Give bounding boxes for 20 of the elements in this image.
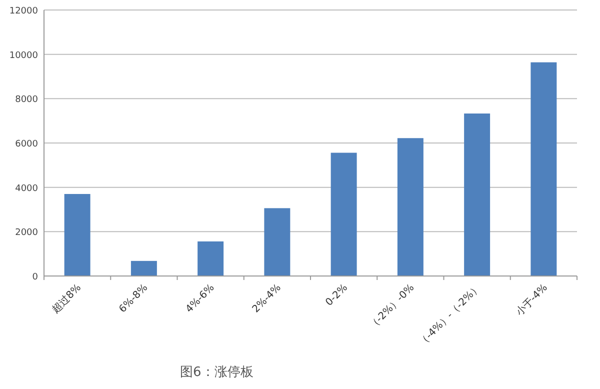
bar: [330, 152, 357, 276]
y-tick-label: 10000: [9, 50, 38, 61]
y-tick-label: 8000: [15, 95, 38, 106]
bar: [464, 114, 490, 276]
caption: 图6：涨停板: [180, 365, 254, 380]
bar: [198, 241, 224, 276]
x-tick-label: 小于-4%: [513, 282, 550, 318]
x-tick-label: 超过8%: [50, 282, 84, 316]
y-tick-label: 12000: [9, 6, 38, 16]
y-tick-label: 6000: [15, 140, 38, 150]
bar: [64, 194, 90, 276]
x-tick-label: （-4%）-（-2%）: [417, 282, 484, 348]
y-tick-label: 0: [32, 272, 38, 282]
bar: [530, 62, 557, 276]
bar: [264, 208, 290, 276]
x-tick-label: （-2%）-0%: [367, 282, 417, 332]
bar: [130, 260, 157, 276]
y-tick-label: 4000: [15, 184, 38, 194]
y-tick-label: 2000: [15, 228, 38, 238]
bar: [397, 138, 424, 276]
